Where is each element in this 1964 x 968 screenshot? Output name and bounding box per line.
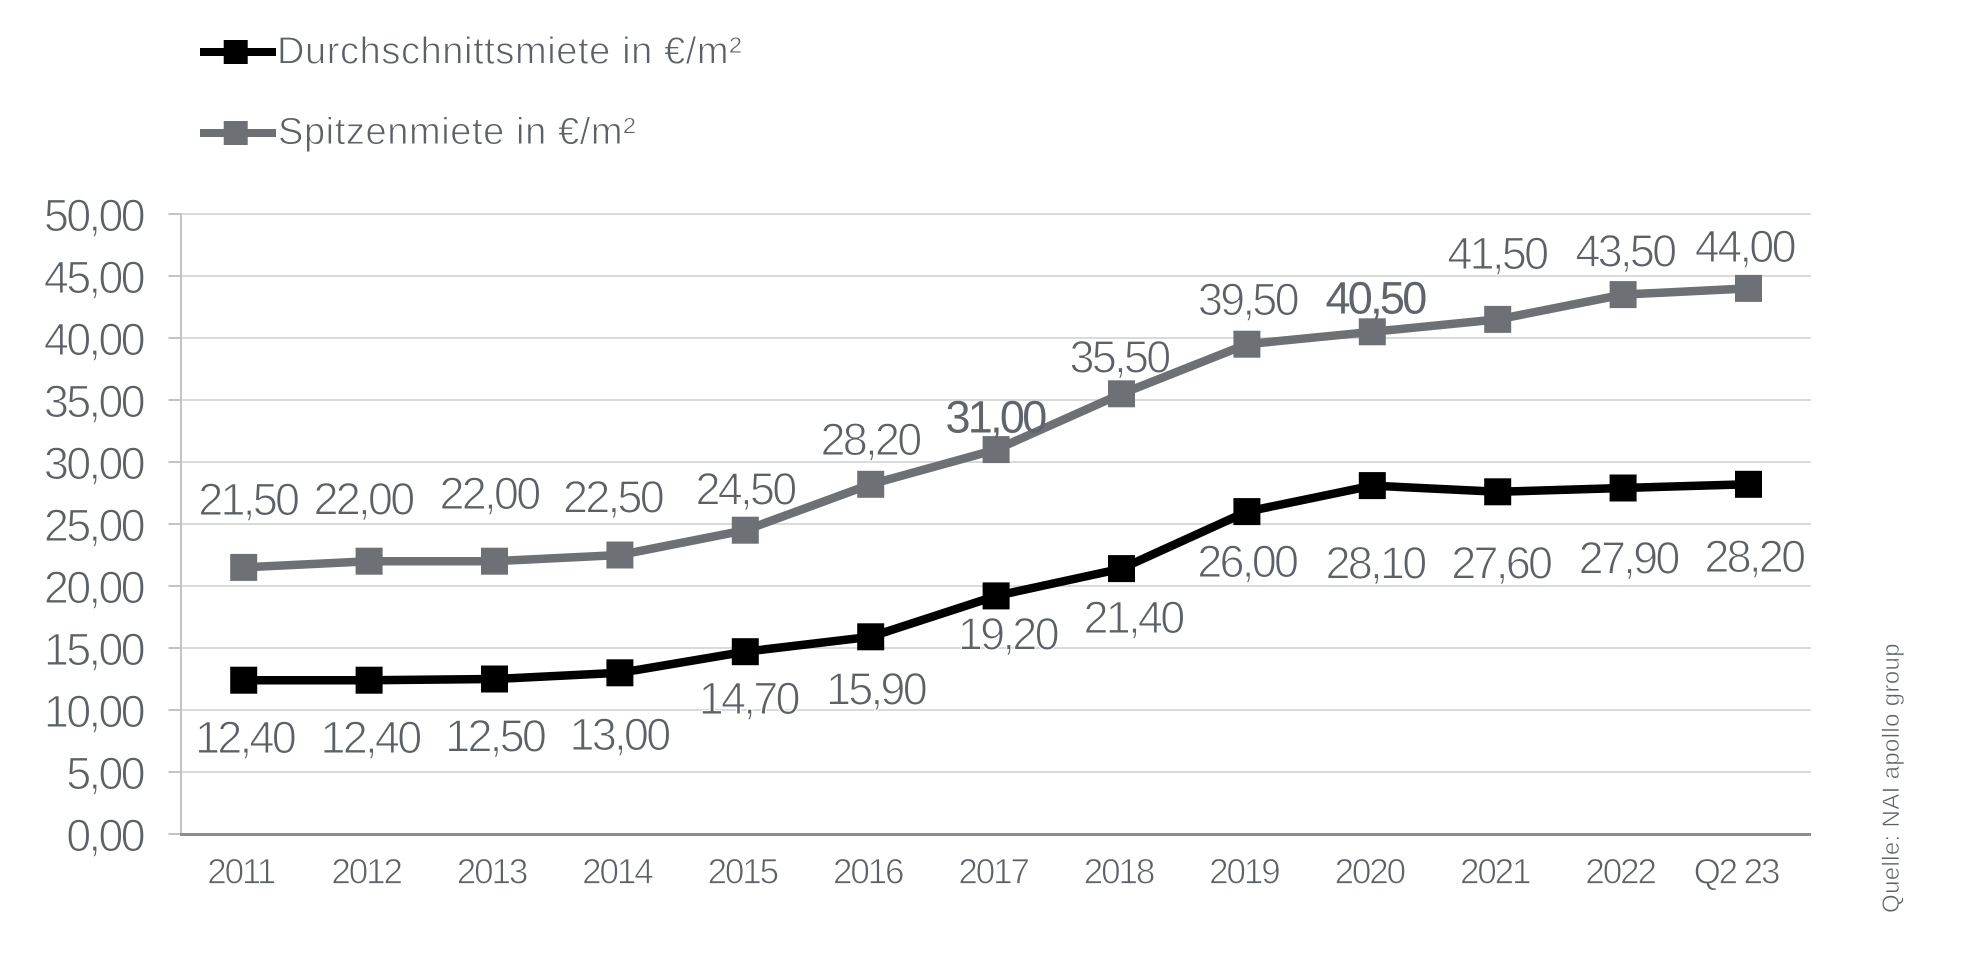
svg-text:25,00: 25,00 [44,500,145,551]
svg-text:27,90: 27,90 [1579,533,1680,584]
svg-text:24,50: 24,50 [695,464,796,515]
svg-text:2018: 2018 [1084,853,1154,892]
svg-text:30,00: 30,00 [44,438,145,489]
svg-text:12,50: 12,50 [445,711,546,762]
svg-text:28,20: 28,20 [820,414,921,465]
svg-text:10,00: 10,00 [44,686,145,737]
svg-text:2022: 2022 [1585,853,1655,892]
svg-text:2015: 2015 [708,853,778,892]
svg-text:Durchschnittsmiete in €/m²: Durchschnittsmiete in €/m² [277,31,742,73]
svg-text:21,40: 21,40 [1083,592,1184,643]
svg-text:31,00: 31,00 [945,392,1046,443]
svg-text:2011: 2011 [207,853,274,892]
svg-text:2016: 2016 [833,853,903,892]
svg-text:2021: 2021 [1460,853,1530,892]
svg-text:12,40: 12,40 [320,712,421,763]
svg-text:0,00: 0,00 [66,810,144,861]
svg-text:45,00: 45,00 [44,252,145,303]
svg-text:Spitzenmiete in €/m²: Spitzenmiete in €/m² [278,111,636,153]
svg-text:2014: 2014 [582,853,653,892]
svg-text:50,00: 50,00 [44,190,145,241]
svg-text:20,00: 20,00 [44,562,145,613]
svg-text:40,50: 40,50 [1325,273,1426,324]
svg-text:2019: 2019 [1209,853,1279,892]
svg-text:21,50: 21,50 [198,474,299,525]
svg-text:22,50: 22,50 [563,472,664,523]
svg-text:15,00: 15,00 [44,624,145,675]
svg-text:2012: 2012 [331,853,401,892]
svg-text:5,00: 5,00 [66,748,144,799]
svg-text:44,00: 44,00 [1695,221,1796,272]
svg-text:Quelle: NAI apollo group: Quelle: NAI apollo group [1878,643,1905,913]
svg-text:2020: 2020 [1335,853,1406,892]
svg-text:Q2 23: Q2 23 [1694,853,1779,892]
svg-text:41,50: 41,50 [1447,228,1548,279]
svg-text:28,20: 28,20 [1704,531,1805,582]
svg-text:22,00: 22,00 [313,474,414,525]
svg-text:14,70: 14,70 [699,673,800,724]
svg-text:15,90: 15,90 [826,664,927,715]
svg-text:27,60: 27,60 [1451,538,1552,589]
svg-text:35,50: 35,50 [1069,332,1170,383]
svg-text:12,40: 12,40 [195,712,296,763]
svg-text:22,00: 22,00 [439,468,540,519]
svg-text:40,00: 40,00 [44,314,145,365]
svg-text:2017: 2017 [958,853,1028,892]
svg-text:19,20: 19,20 [958,609,1059,660]
svg-text:39,50: 39,50 [1198,274,1299,325]
svg-text:26,00: 26,00 [1197,536,1298,587]
svg-text:2013: 2013 [457,853,527,892]
svg-text:13,00: 13,00 [569,709,670,760]
svg-text:28,10: 28,10 [1325,538,1426,589]
svg-text:35,00: 35,00 [44,376,145,427]
svg-text:43,50: 43,50 [1575,226,1676,277]
